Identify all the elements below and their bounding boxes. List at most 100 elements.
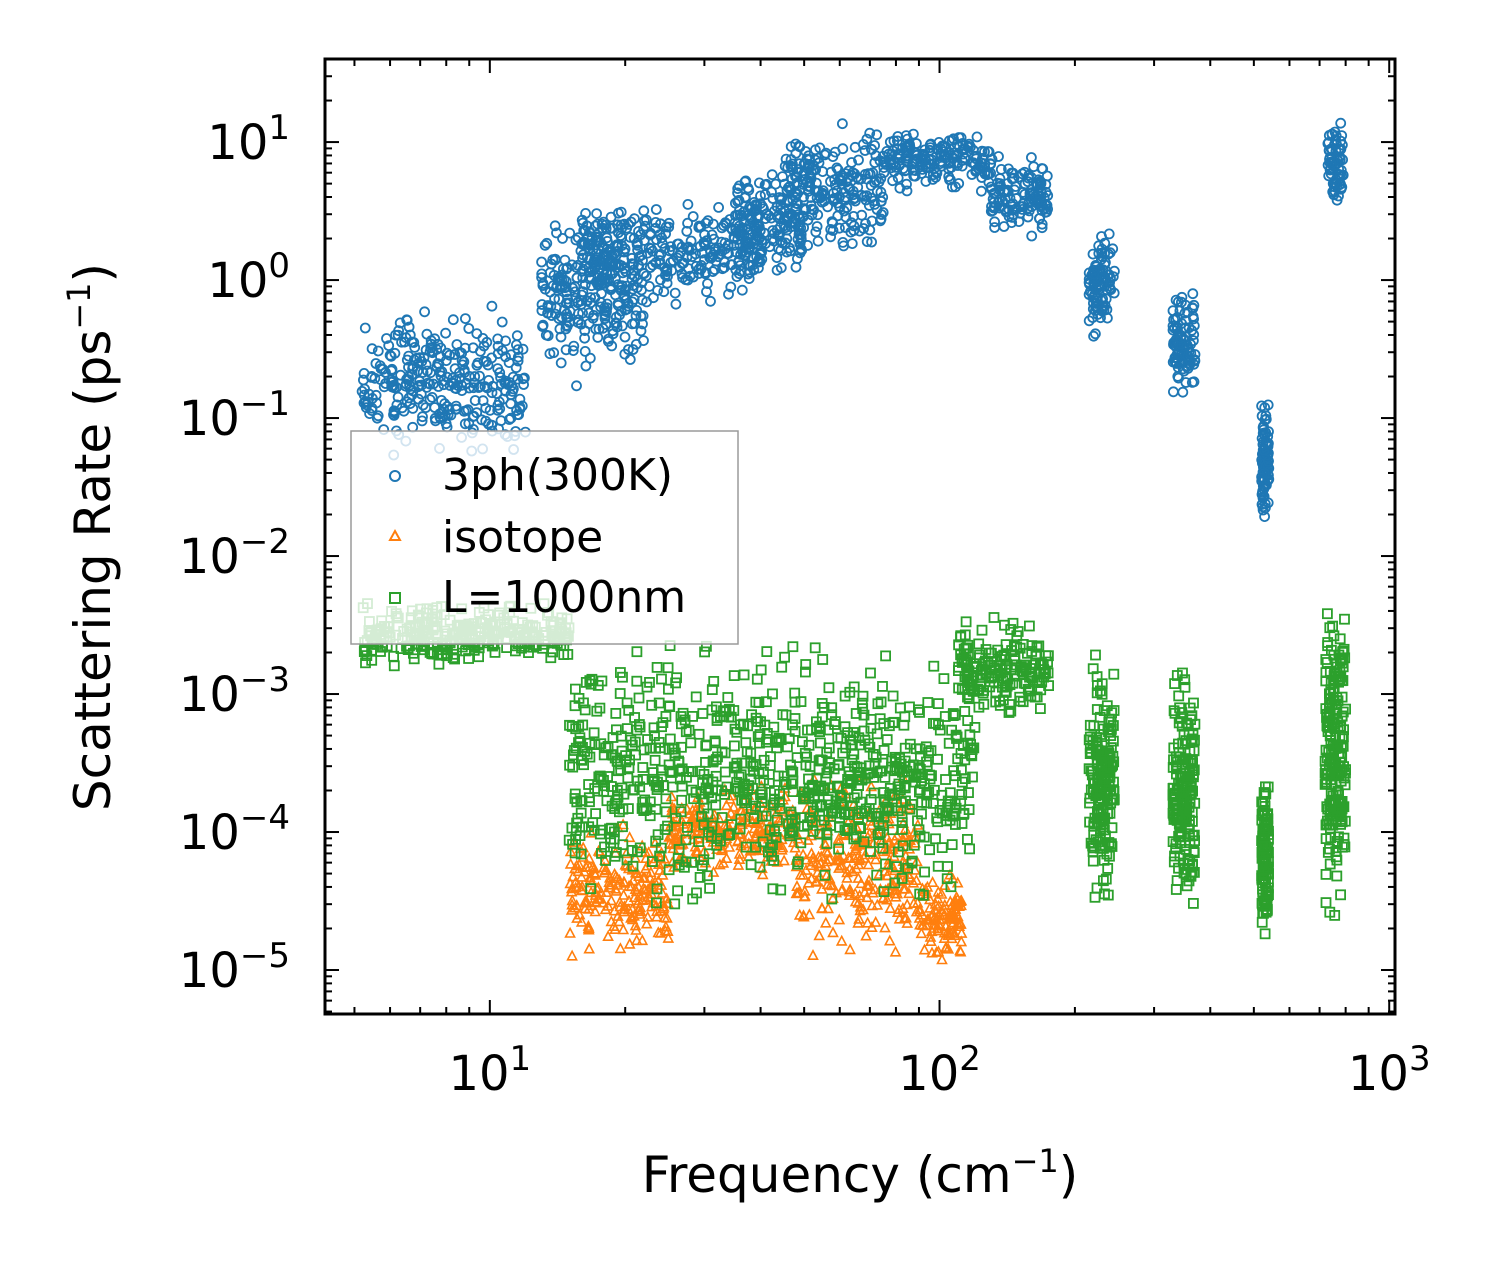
square-point: [1033, 640, 1045, 652]
circle-point: [1187, 288, 1199, 300]
circle-point: [380, 366, 391, 378]
circle-point: [785, 141, 797, 153]
square-point: [1322, 847, 1334, 858]
circle-point: [512, 344, 524, 356]
circle-point: [605, 211, 617, 223]
triangle-point: [949, 899, 962, 911]
circle-point: [962, 141, 974, 153]
point-cluster: [729, 161, 810, 280]
square-point: [1176, 720, 1188, 732]
point-cluster: [985, 151, 1054, 242]
square-point: [880, 858, 891, 870]
triangle-point: [924, 901, 936, 913]
square-point: [800, 666, 811, 678]
triangle-point: [852, 916, 864, 928]
triangle-point: [827, 926, 839, 938]
circle-point: [841, 202, 853, 213]
triangle-point: [608, 867, 621, 879]
triangle-point: [897, 882, 910, 894]
square-point: [879, 797, 891, 808]
circle-point: [417, 366, 429, 378]
triangle-point: [732, 834, 745, 846]
circle-point: [514, 403, 526, 415]
square-point: [1173, 738, 1184, 750]
circle-point: [440, 355, 452, 367]
square-point: [899, 711, 911, 723]
square-point: [1186, 710, 1198, 722]
square-point: [877, 681, 888, 692]
square-point: [775, 733, 787, 745]
square-point: [958, 643, 970, 655]
triangle-point: [597, 896, 609, 908]
square-point: [1173, 862, 1184, 874]
triangle-point: [585, 899, 598, 911]
square-point: [631, 724, 643, 736]
triangle-point: [791, 879, 803, 892]
square-point: [1186, 733, 1198, 745]
square-point: [1090, 649, 1101, 661]
square-point: [998, 649, 1010, 661]
square-point: [651, 897, 662, 909]
square-point: [784, 827, 795, 839]
square-point: [621, 697, 633, 709]
triangle-point: [862, 858, 875, 870]
triangle-point: [813, 860, 825, 872]
triangle-point: [582, 923, 595, 935]
triangle-point: [865, 780, 878, 792]
circle-point: [442, 409, 454, 421]
circle-point: [469, 371, 481, 382]
square-point: [672, 885, 683, 897]
square-point: [986, 670, 998, 682]
circle-point: [866, 236, 877, 248]
triangle-point: [714, 858, 726, 870]
square-point: [1261, 905, 1273, 917]
circle-point: [1014, 207, 1026, 219]
square-point: [575, 848, 587, 860]
circle-point: [1261, 479, 1272, 491]
square-point: [1320, 869, 1332, 880]
circle-point: [901, 185, 913, 197]
point-cluster: [576, 198, 766, 310]
square-point: [664, 765, 676, 777]
square-point: [839, 690, 851, 702]
circle-point: [699, 229, 710, 241]
circle-point: [619, 331, 631, 343]
circle-point: [598, 216, 609, 228]
square-point: [642, 734, 653, 745]
circle-point: [1329, 185, 1341, 197]
circle-point: [640, 270, 652, 282]
triangle-point: [867, 886, 879, 898]
triangle-point: [843, 888, 856, 901]
triangle-point: [617, 818, 629, 830]
circle-point: [605, 256, 617, 268]
square-point: [621, 854, 633, 866]
square-point: [596, 675, 608, 687]
square-point: [897, 840, 909, 852]
triangle-point: [633, 888, 646, 900]
square-point: [1188, 697, 1199, 709]
point-cluster: [1319, 608, 1351, 921]
square-point: [1108, 668, 1120, 680]
circle-point: [628, 232, 640, 244]
circle-point: [1026, 230, 1038, 242]
circle-point: [426, 391, 438, 403]
triangle-point: [564, 926, 576, 938]
square-point: [1179, 681, 1191, 693]
circle-point: [1090, 328, 1101, 340]
triangle-point: [938, 903, 951, 915]
circle-point: [1188, 299, 1200, 311]
square-point: [1171, 784, 1183, 795]
square-point: [1256, 814, 1268, 826]
circle-point: [621, 222, 633, 234]
circle-point: [699, 254, 710, 266]
square-point: [1340, 767, 1351, 779]
circle-point: [579, 260, 591, 272]
triangle-point: [588, 862, 601, 874]
square-point: [704, 882, 715, 894]
circle-point: [1023, 169, 1035, 181]
square-point: [646, 699, 658, 711]
triangle-point: [940, 940, 952, 952]
circle-point: [564, 305, 576, 317]
square-point: [696, 860, 708, 871]
square-point: [763, 778, 775, 789]
